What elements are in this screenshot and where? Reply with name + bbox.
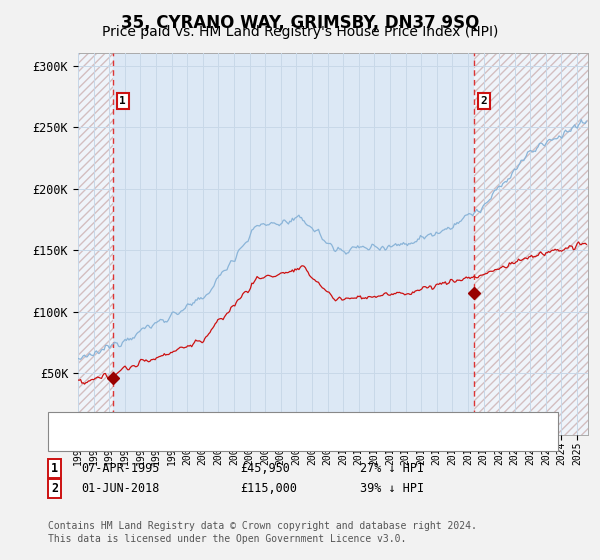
Text: ———: ——— [60,436,83,449]
Bar [475,53,588,435]
Text: 2: 2 [51,482,58,495]
Text: 01-JUN-2018: 01-JUN-2018 [81,482,160,495]
Text: Contains HM Land Registry data © Crown copyright and database right 2024.
This d: Contains HM Land Registry data © Crown c… [48,521,477,544]
Text: HPI: Average price, detached house, North East Lincolnshire: HPI: Average price, detached house, Nort… [99,437,497,447]
Text: 35, CYRANO WAY, GRIMSBY, DN37 9SQ (detached house): 35, CYRANO WAY, GRIMSBY, DN37 9SQ (detac… [99,414,437,424]
Text: 1: 1 [119,96,126,106]
Text: 39% ↓ HPI: 39% ↓ HPI [360,482,424,495]
Text: Price paid vs. HM Land Registry's House Price Index (HPI): Price paid vs. HM Land Registry's House … [102,25,498,39]
Text: 1: 1 [51,462,58,475]
Text: 35, CYRANO WAY, GRIMSBY, DN37 9SQ: 35, CYRANO WAY, GRIMSBY, DN37 9SQ [121,14,479,32]
Text: 2: 2 [481,96,487,106]
Bar [78,53,113,435]
Text: £115,000: £115,000 [240,482,297,495]
Text: £45,950: £45,950 [240,462,290,475]
Text: 07-APR-1995: 07-APR-1995 [81,462,160,475]
Text: ———: ——— [60,412,83,426]
Bar [78,53,113,435]
Text: 27% ↓ HPI: 27% ↓ HPI [360,462,424,475]
Bar [475,53,588,435]
